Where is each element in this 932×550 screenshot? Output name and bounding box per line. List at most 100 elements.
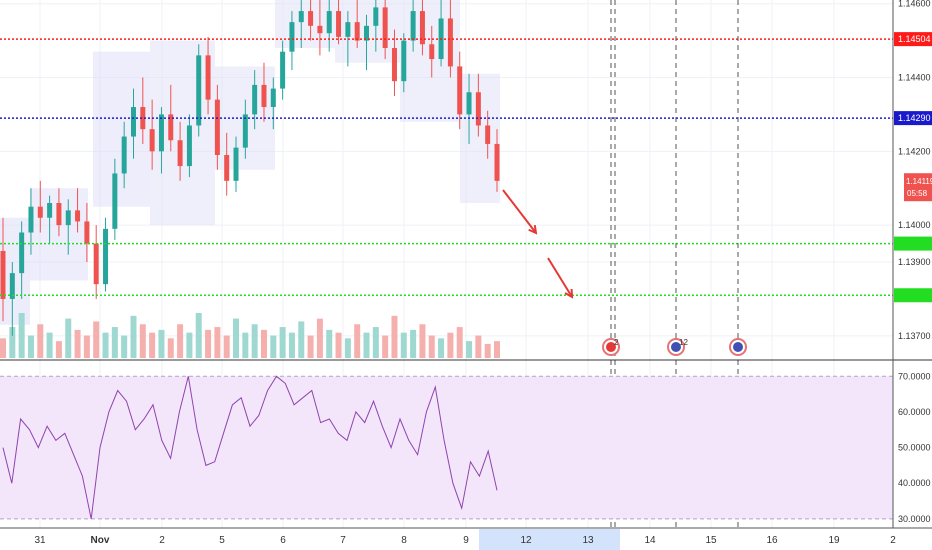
candle-body [364,25,370,41]
candle-body [47,202,53,218]
volume-bar [326,329,333,358]
time-axis[interactable]: 31 Nov 2 5 6 7 8 9 12 13 14 15 16 19 2 [0,527,932,550]
volume-bar [233,318,240,358]
volume-bar [391,315,398,358]
candle-body [410,11,416,41]
volume-bar [428,335,435,358]
candle-body [75,210,81,222]
volume-bar [139,324,146,358]
candle-body [56,202,62,226]
candle-body [280,51,286,89]
candle-body [494,143,500,181]
candle-body [382,7,388,48]
candle-body [270,88,276,108]
candle-body [298,11,304,23]
price-axis-ticks: 1.14600 1.14400 1.14200 1.14000 1.13900 1.137… [898,0,931,341]
volume-bar [363,332,370,358]
candle-body [391,47,397,82]
volume-bar [9,327,16,358]
volume-bar [93,321,100,358]
volume-bar [316,318,323,358]
event-badge-icon [671,342,681,352]
volume-bar [111,327,118,358]
candle-body [112,173,118,229]
volume-bar [466,341,473,358]
volume-bar [307,335,314,358]
event-badge-count: 12 [679,338,688,347]
volume-bar [214,327,221,358]
volume-bar [46,332,53,358]
volume-histogram [0,313,500,358]
volume-bar [438,338,445,358]
volume-bar [400,332,407,358]
rsi-tick-label: 60.0000 [898,407,931,417]
volume-bar [149,332,156,358]
last-price-tag [904,173,932,202]
price-level-tag [894,32,932,47]
volume-bar [205,329,212,358]
volume-bar [298,321,305,358]
candle-body [214,99,220,156]
volume-bar [382,335,389,358]
candle-body [177,140,183,167]
date-label: 6 [280,535,286,546]
candle-body [130,107,136,137]
candle-body [140,107,146,130]
rsi-line [2,375,498,520]
candle-body [326,11,332,34]
volume-bar [251,324,258,358]
candle-body [345,22,351,37]
event-marker-lines [610,0,739,528]
event-badges[interactable]: 2 12 [602,338,747,356]
price-tick-label: 1.13900 [898,257,931,267]
volume-bar [65,318,72,358]
price-levels[interactable] [0,38,893,297]
event-badge-icon [606,342,616,352]
volume-bar [372,327,379,358]
candle-body [65,210,71,226]
volume-bar [288,332,295,358]
date-label: 7 [340,535,346,546]
date-label: 5 [219,535,225,546]
projection-arrow-head [528,224,538,235]
price-level-tag-text: 1.14290 [898,113,931,123]
volume-bar [456,327,463,358]
price-level-tag-text: 1.14504 [898,34,931,44]
candle-body [354,22,360,41]
date-label: 2 [890,535,896,546]
volume-bar [0,338,6,358]
volume-bar [484,343,491,358]
rsi-pane[interactable] [0,375,893,520]
price-level-tag [894,111,932,126]
volume-bar [344,338,351,358]
candle-body [93,243,99,285]
date-label: 19 [828,535,840,546]
price-tick-label: 1.14400 [898,73,931,83]
date-label: 2 [159,535,165,546]
candle-body [242,114,248,148]
price-tick-label: 1.13700 [898,331,931,341]
price-axis[interactable]: 1.14600 1.14400 1.14200 1.14000 1.13900 1.137… [892,0,932,528]
volume-bar [186,332,193,358]
volume-bar [27,335,34,358]
candle-body [457,66,463,115]
date-label: 8 [401,535,407,546]
projection-arrow-head [564,288,574,299]
volume-bar [419,324,426,358]
date-label: 15 [705,535,717,546]
candle-body [419,11,425,45]
price-level-labels: 1.14504 1.14290 [894,32,932,303]
candle-body [168,114,174,141]
candle-body [308,11,314,26]
candle-body [186,125,192,167]
candlestick-series [0,0,500,336]
volume-bar [167,338,174,358]
volume-bar [335,332,342,358]
volume-bar [37,324,44,358]
price-tick-label: 1.14200 [898,146,931,156]
rsi-tick-label: 40.0000 [898,478,931,488]
candle-body [84,221,90,244]
date-label: Nov [91,535,110,546]
rsi-tick-label: 70.0000 [898,371,931,381]
